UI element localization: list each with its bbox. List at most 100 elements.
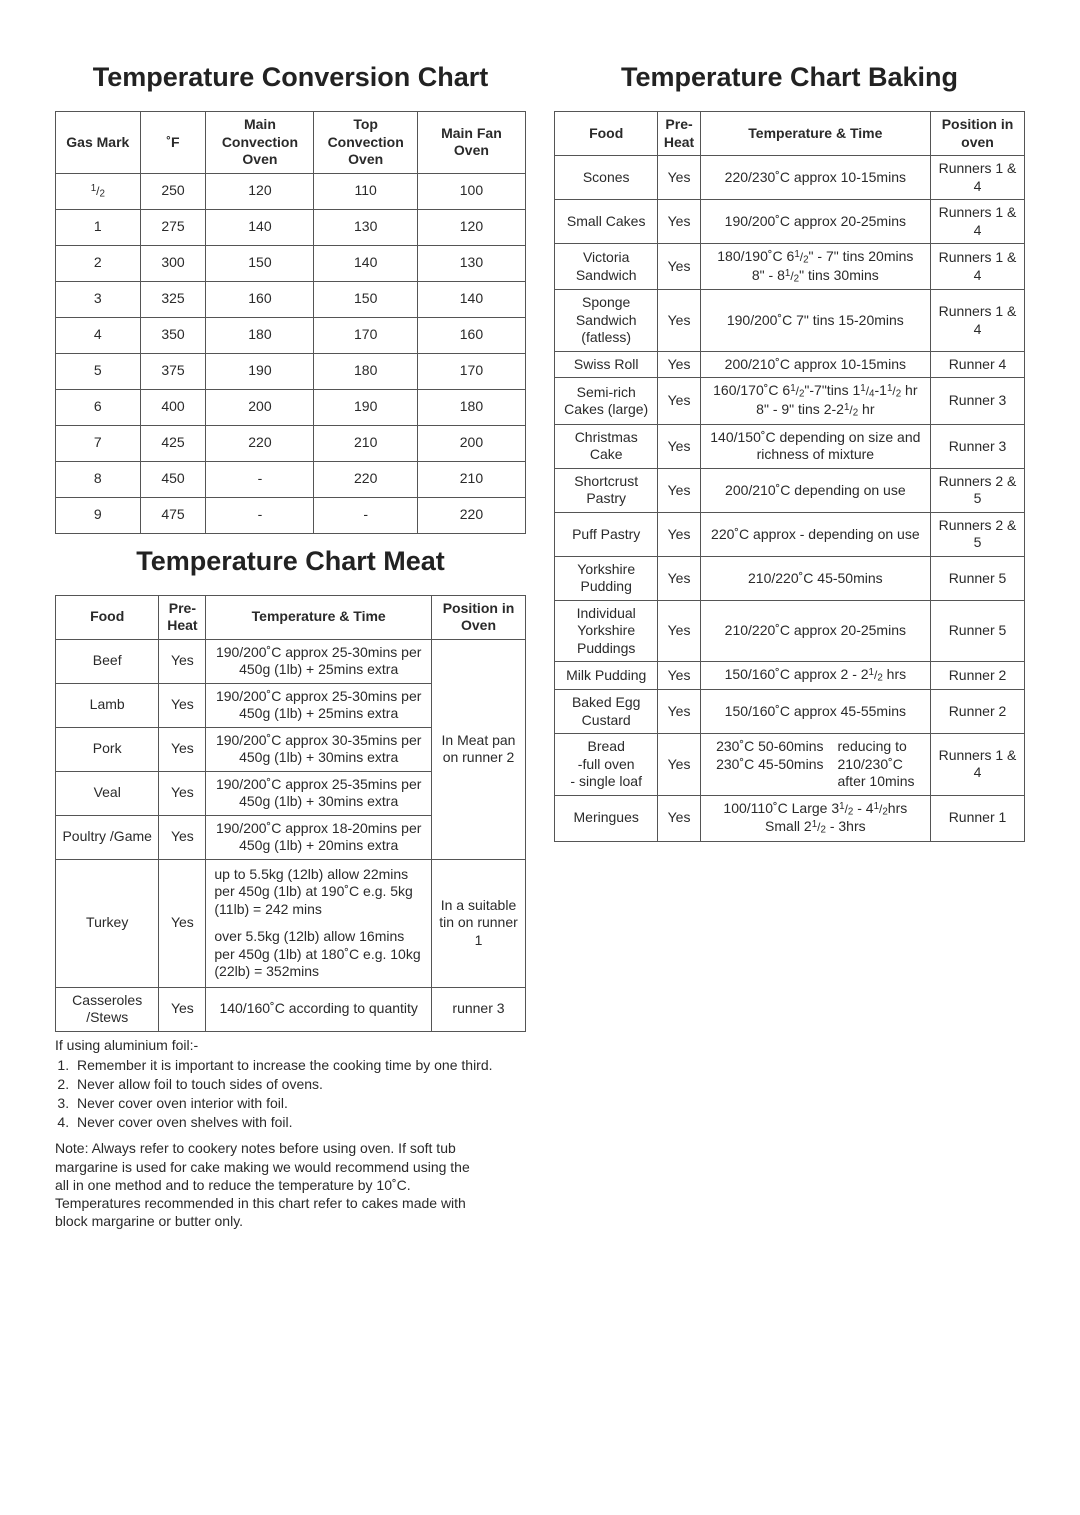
table-cell: 2 (56, 245, 141, 281)
col-header: Temperature & Time (206, 595, 432, 639)
table-cell: Turkey (56, 859, 159, 987)
table-cell: Bread-full oven- single loaf (555, 734, 658, 796)
table-row: Individual Yorkshire PuddingsYes210/220˚… (555, 600, 1025, 662)
table-cell: 180 (314, 353, 417, 389)
conversion-table: Gas Mark ˚F Main Convection Oven Top Con… (55, 111, 526, 534)
table-cell: Yes (658, 244, 700, 290)
table-cell: Yes (159, 639, 206, 683)
table-cell: 140/160˚C according to quantity (206, 987, 432, 1031)
table-cell: Yes (159, 987, 206, 1031)
meat-table: Food Pre-Heat Temperature & Time Positio… (55, 595, 526, 1032)
table-cell: 210 (314, 425, 417, 461)
table-cell: 230˚C 50-60mins230˚C 45-50minsreducing t… (700, 734, 930, 796)
table-cell: 190 (206, 353, 314, 389)
table-row: 1275140130120 (56, 209, 526, 245)
table-cell: 100 (417, 173, 525, 209)
table-cell: Runners 2 & 5 (930, 468, 1024, 512)
table-cell: Yes (658, 424, 700, 468)
table-cell: Milk Pudding (555, 662, 658, 690)
table-cell: Yes (658, 512, 700, 556)
table-cell: 350 (140, 317, 206, 353)
table-cell: 160 (417, 317, 525, 353)
table-cell: Runner 5 (930, 600, 1024, 662)
col-header: Food (555, 112, 658, 156)
table-row: 4350180170160 (56, 317, 526, 353)
table-cell: 180 (417, 389, 525, 425)
table-cell: Yes (159, 815, 206, 859)
table-cell: Baked Egg Custard (555, 690, 658, 734)
table-cell: 150/160˚C approx 2 - 21/2 hrs (700, 662, 930, 690)
col-header: Position in Oven (431, 595, 525, 639)
baking-heading: Temperature Chart Baking (554, 62, 1025, 93)
table-cell: Runner 5 (930, 556, 1024, 600)
table-row: SconesYes220/230˚C approx 10-15minsRunne… (555, 156, 1025, 200)
table-row: Christmas CakeYes140/150˚C depending on … (555, 424, 1025, 468)
table-cell: 7 (56, 425, 141, 461)
meat-heading: Temperature Chart Meat (55, 546, 526, 577)
table-cell: Poultry /Game (56, 815, 159, 859)
table-cell: 130 (417, 245, 525, 281)
note-paragraph: Note: Always refer to cookery notes befo… (55, 1139, 485, 1230)
table-cell: Scones (555, 156, 658, 200)
table-cell: 220 (206, 425, 314, 461)
table-cell: 180 (206, 317, 314, 353)
table-cell: Yes (159, 727, 206, 771)
list-item: Remember it is important to increase the… (73, 1056, 526, 1074)
table-cell: 150 (314, 281, 417, 317)
conversion-heading: Temperature Conversion Chart (55, 62, 526, 93)
table-row: 5375190180170 (56, 353, 526, 389)
table-cell: 1 (56, 209, 141, 245)
table-cell: Veal (56, 771, 159, 815)
table-cell: 160/170˚C 61/2"-7"tins 11/4-11/2 hr8" - … (700, 378, 930, 424)
list-item: Never cover oven interior with foil. (73, 1094, 526, 1112)
table-cell: 120 (206, 173, 314, 209)
table-row: Small CakesYes190/200˚C approx 20-25mins… (555, 200, 1025, 244)
table-cell: Runners 2 & 5 (930, 512, 1024, 556)
table-cell: Yes (159, 859, 206, 987)
table-row: Casseroles /StewsYes140/160˚C according … (56, 987, 526, 1031)
table-cell: 200 (206, 389, 314, 425)
table-cell: 475 (140, 497, 206, 533)
table-cell: 190/200˚C approx 18-20mins per 450g (1lb… (206, 815, 432, 859)
table-cell: Yes (658, 690, 700, 734)
table-cell: Puff Pastry (555, 512, 658, 556)
table-cell: 425 (140, 425, 206, 461)
table-cell: 150 (206, 245, 314, 281)
table-row: Swiss RollYes200/210˚C approx 10-15minsR… (555, 351, 1025, 378)
table-row: Puff PastryYes220˚C approx - depending o… (555, 512, 1025, 556)
table-cell: 220˚C approx - depending on use (700, 512, 930, 556)
table-row: Shortcrust PastryYes200/210˚C depending … (555, 468, 1025, 512)
table-cell: - (314, 497, 417, 533)
table-cell: 140 (314, 245, 417, 281)
table-cell: 9 (56, 497, 141, 533)
table-cell: 160 (206, 281, 314, 317)
position-cell: In a suitable tin on runner 1 (431, 859, 525, 987)
table-row: BeefYes190/200˚C approx 25-30mins per 45… (56, 639, 526, 683)
right-column: Temperature Chart Baking Food Pre-Heat T… (554, 50, 1025, 1234)
table-row: TurkeyYesup to 5.5kg (12lb) allow 22mins… (56, 859, 526, 987)
table-cell: Runners 1 & 4 (930, 734, 1024, 796)
table-cell: Semi-rich Cakes (large) (555, 378, 658, 424)
table-cell: 8 (56, 461, 141, 497)
position-cell: In Meat pan on runner 2 (431, 639, 525, 859)
table-cell: Yes (658, 468, 700, 512)
table-cell: 190 (314, 389, 417, 425)
table-cell: 150/160˚C approx 45-55mins (700, 690, 930, 734)
col-header: Gas Mark (56, 112, 141, 174)
col-header: Temperature & Time (700, 112, 930, 156)
table-cell: 1/2 (56, 173, 141, 209)
list-item: Never allow foil to touch sides of ovens… (73, 1075, 526, 1093)
col-header: ˚F (140, 112, 206, 174)
table-cell: 190/200˚C approx 25-30mins per 450g (1lb… (206, 683, 432, 727)
table-cell: 110 (314, 173, 417, 209)
table-cell: Runners 1 & 4 (930, 200, 1024, 244)
table-cell: 200/210˚C approx 10-15mins (700, 351, 930, 378)
table-cell: Runner 3 (930, 378, 1024, 424)
table-cell: Runner 3 (930, 424, 1024, 468)
table-cell: 200 (417, 425, 525, 461)
table-cell: 170 (417, 353, 525, 389)
table-cell: 200/210˚C depending on use (700, 468, 930, 512)
table-cell: 140 (417, 281, 525, 317)
table-cell: 190/200˚C approx 25-35mins per 450g (1lb… (206, 771, 432, 815)
table-cell: Pork (56, 727, 159, 771)
